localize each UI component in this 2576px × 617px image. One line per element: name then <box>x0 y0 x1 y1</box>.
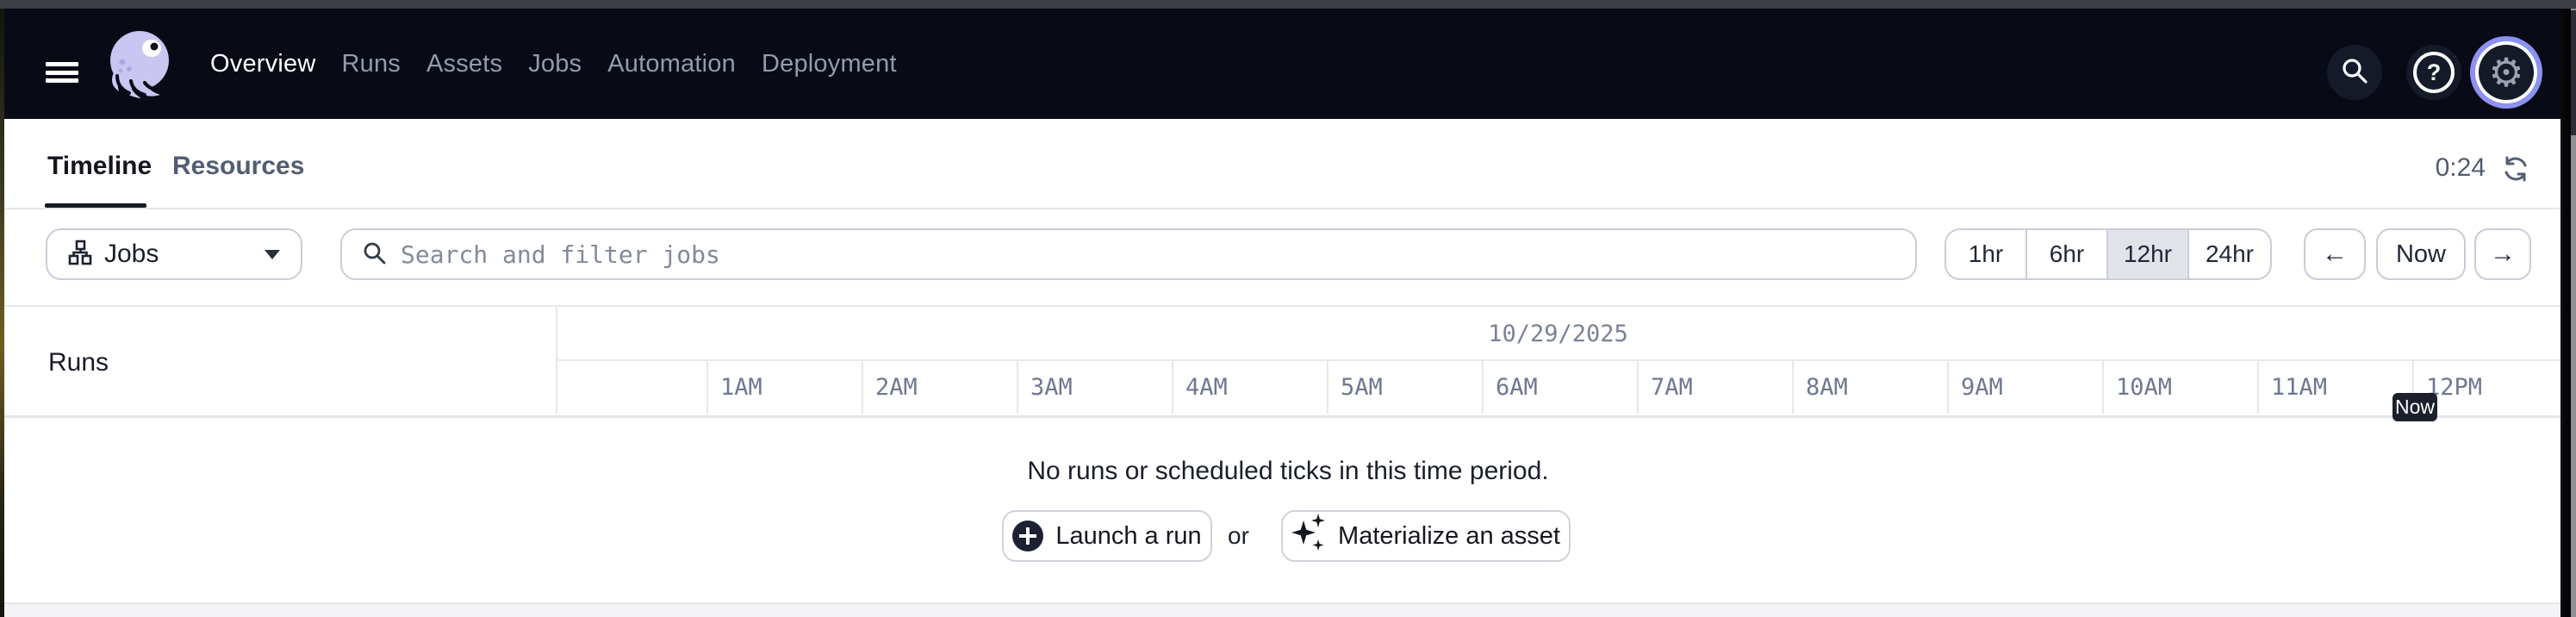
hour-gridline <box>1482 361 1484 414</box>
vertical-scrollbar[interactable] <box>2571 9 2576 617</box>
hamburger-menu-icon[interactable] <box>46 62 78 83</box>
dagster-logo-icon[interactable] <box>102 28 179 107</box>
tab-resources[interactable]: Resources <box>172 152 305 180</box>
jobs-dropdown-label: Jobs <box>104 240 159 268</box>
timeline-date-border <box>556 359 2576 361</box>
scrollbar-thumb[interactable] <box>2571 10 2576 135</box>
search-icon <box>361 240 387 270</box>
launch-run-label: Launch a run <box>1055 521 1202 550</box>
timeline-date-label: 10/29/2025 <box>1488 321 1628 347</box>
nav-item-overview[interactable]: Overview <box>210 49 316 78</box>
main-nav: Overview Runs Assets Jobs Automation Dep… <box>210 9 897 119</box>
hour-gridline <box>1947 361 1949 414</box>
nav-item-assets[interactable]: Assets <box>426 49 503 78</box>
materialize-sparkle-icon <box>1291 514 1326 558</box>
hour-label: 2AM <box>875 374 918 401</box>
hour-gridline <box>1792 361 1794 414</box>
hour-label: 8AM <box>1806 374 1848 401</box>
nav-item-runs[interactable]: Runs <box>341 49 401 78</box>
nav-item-jobs[interactable]: Jobs <box>528 49 582 78</box>
window-top-strip <box>0 0 2576 9</box>
range-24hr[interactable]: 24hr <box>2205 240 2255 267</box>
hour-gridline <box>1327 361 1328 414</box>
hour-gridline <box>862 361 863 414</box>
hour-gridline <box>706 361 708 414</box>
window-left-edge <box>0 9 4 617</box>
runs-row-label: Runs <box>48 348 109 377</box>
arrow-left-icon: ← <box>2322 240 2348 268</box>
hour-label: 1AM <box>720 374 762 401</box>
range-12hr[interactable]: 12hr <box>2108 230 2189 278</box>
hour-label: 5AM <box>1341 374 1383 401</box>
hour-label: 3AM <box>1030 374 1073 401</box>
search-input[interactable] <box>399 239 1896 270</box>
timeline-back-button[interactable]: ← <box>2304 228 2366 280</box>
timeline-now-button[interactable]: Now <box>2376 228 2466 280</box>
hour-label: 11AM <box>2271 374 2328 401</box>
hour-label: 9AM <box>1961 374 2003 401</box>
hour-gridline <box>2102 361 2104 414</box>
materialize-asset-button[interactable]: Materialize an asset <box>1281 510 1571 562</box>
hour-label: 10AM <box>2116 374 2173 401</box>
hour-gridline <box>2257 361 2259 414</box>
hour-gridline <box>1017 361 1018 414</box>
jobs-hierarchy-icon <box>68 240 92 270</box>
search-filter-field <box>340 228 1917 280</box>
search-icon <box>2340 56 2369 90</box>
nav-item-deployment[interactable]: Deployment <box>761 49 897 78</box>
global-search-button[interactable] <box>2327 45 2382 100</box>
tabs-row: Timeline Resources 0:24 <box>0 119 2576 209</box>
chevron-down-icon <box>264 249 280 259</box>
nav-item-automation[interactable]: Automation <box>607 49 736 78</box>
range-1hr[interactable]: 1hr <box>1946 230 2027 278</box>
active-tab-underline <box>45 203 146 208</box>
footer-strip <box>0 602 2576 617</box>
help-button[interactable]: ? <box>2406 45 2461 100</box>
time-range-segmented-control: 1hr 6hr 12hr 24hr <box>1944 228 2272 280</box>
now-marker-badge: Now <box>2392 393 2437 421</box>
arrow-right-icon: → <box>2490 240 2516 268</box>
window-right-shadow <box>2560 9 2571 617</box>
launch-run-button[interactable]: Launch a run <box>1002 510 1212 562</box>
hour-gridline <box>1172 361 1173 414</box>
gear-icon: ⚙ <box>2488 49 2524 96</box>
tab-timeline[interactable]: Timeline <box>47 152 152 180</box>
plus-circle-icon <box>1012 520 1044 552</box>
empty-state-message: No runs or scheduled ticks in this time … <box>1027 457 1549 485</box>
or-label: or <box>1228 522 1249 549</box>
hour-gridline <box>2412 361 2414 414</box>
jobs-filter-dropdown[interactable]: Jobs <box>46 228 302 280</box>
timeline-header-section <box>0 305 2576 418</box>
refresh-countdown: 0:24 <box>2435 153 2486 182</box>
refresh-icon[interactable] <box>2500 153 2531 184</box>
materialize-asset-label: Materialize an asset <box>1338 521 1560 550</box>
hour-label: 7AM <box>1651 374 1693 401</box>
top-navbar: Overview Runs Assets Jobs Automation Dep… <box>0 9 2576 119</box>
range-6hr[interactable]: 6hr <box>2027 230 2108 278</box>
timeline-forward-button[interactable]: → <box>2474 228 2531 280</box>
hour-label: 4AM <box>1185 374 1228 401</box>
hour-gridline <box>1637 361 1639 414</box>
hour-label: 6AM <box>1496 374 1538 401</box>
help-icon: ? <box>2413 52 2455 93</box>
settings-button[interactable]: ⚙ <box>2479 45 2534 100</box>
